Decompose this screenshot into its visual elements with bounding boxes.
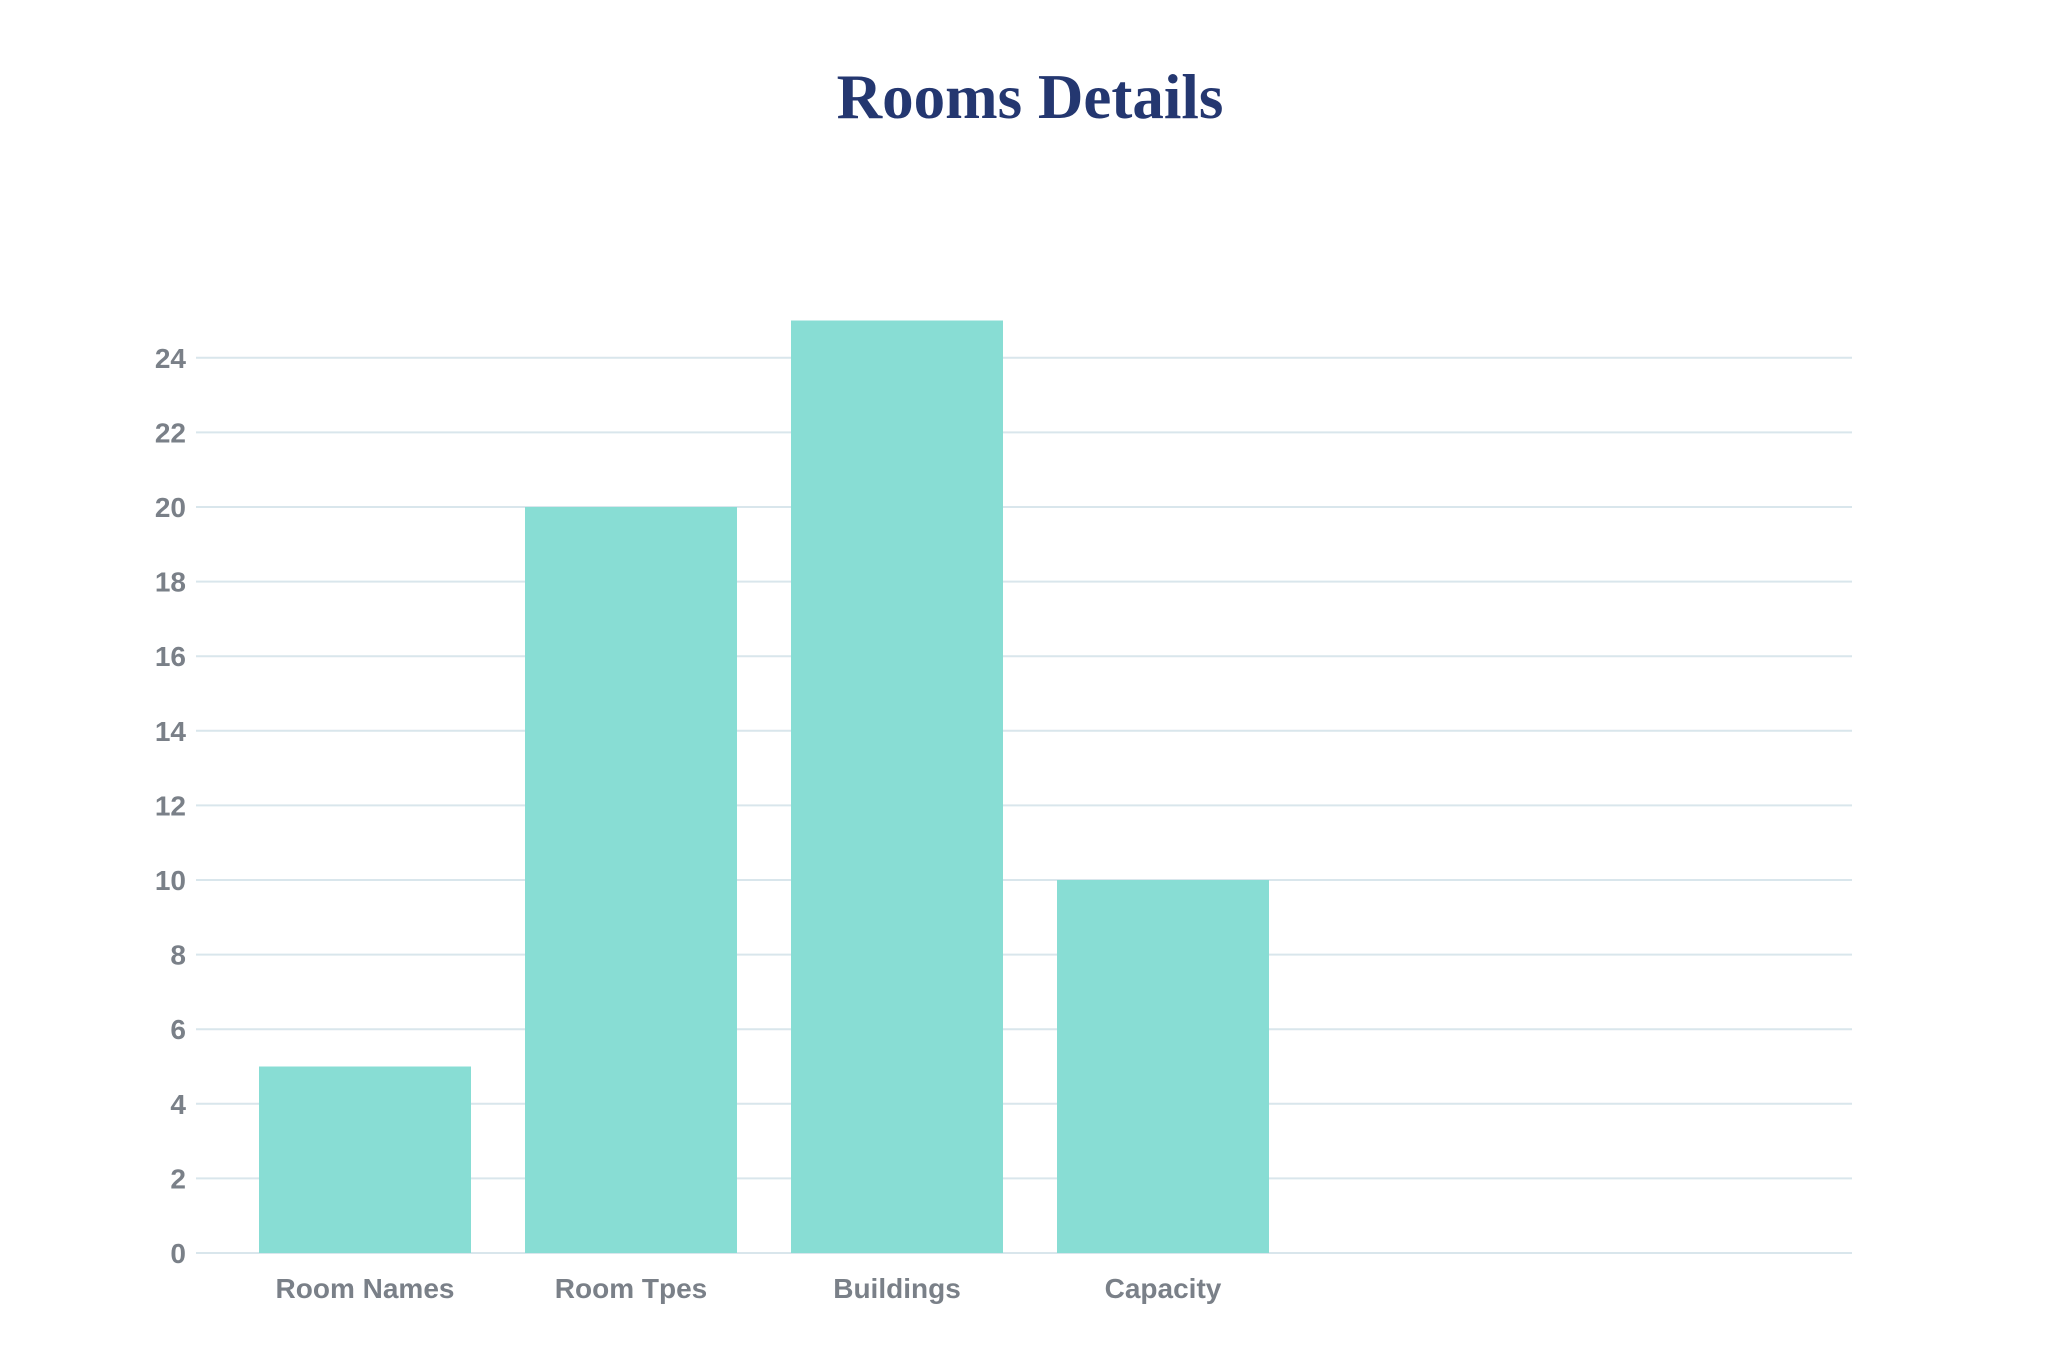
y-tick-label: 8 xyxy=(170,940,186,971)
y-tick-label: 4 xyxy=(170,1089,186,1120)
y-tick-label: 10 xyxy=(155,865,186,896)
x-tick-label: Room Names xyxy=(276,1273,455,1304)
y-tick-label: 12 xyxy=(155,790,186,821)
y-tick-label: 14 xyxy=(155,716,187,747)
bar-buildings xyxy=(791,320,1003,1253)
chart-title: Rooms Details xyxy=(837,62,1224,132)
y-tick-label: 24 xyxy=(155,343,187,374)
bar-room-tpes xyxy=(525,507,737,1253)
y-tick-label: 0 xyxy=(170,1238,186,1269)
bar-room-names xyxy=(259,1066,471,1253)
gridlines xyxy=(196,356,1852,1254)
x-axis-tick-labels: Room Names Room Tpes Buildings Capacity xyxy=(276,1273,1222,1304)
y-tick-label: 16 xyxy=(155,641,186,672)
y-tick-label: 22 xyxy=(155,417,186,448)
x-tick-label: Buildings xyxy=(833,1273,961,1304)
bar-capacity xyxy=(1057,880,1269,1253)
y-tick-label: 2 xyxy=(170,1163,186,1194)
y-tick-label: 6 xyxy=(170,1014,186,1045)
x-tick-label: Room Tpes xyxy=(555,1273,707,1304)
bars xyxy=(259,320,1269,1253)
y-tick-label: 20 xyxy=(155,492,186,523)
y-tick-label: 18 xyxy=(155,567,186,598)
x-tick-label: Capacity xyxy=(1105,1273,1222,1304)
